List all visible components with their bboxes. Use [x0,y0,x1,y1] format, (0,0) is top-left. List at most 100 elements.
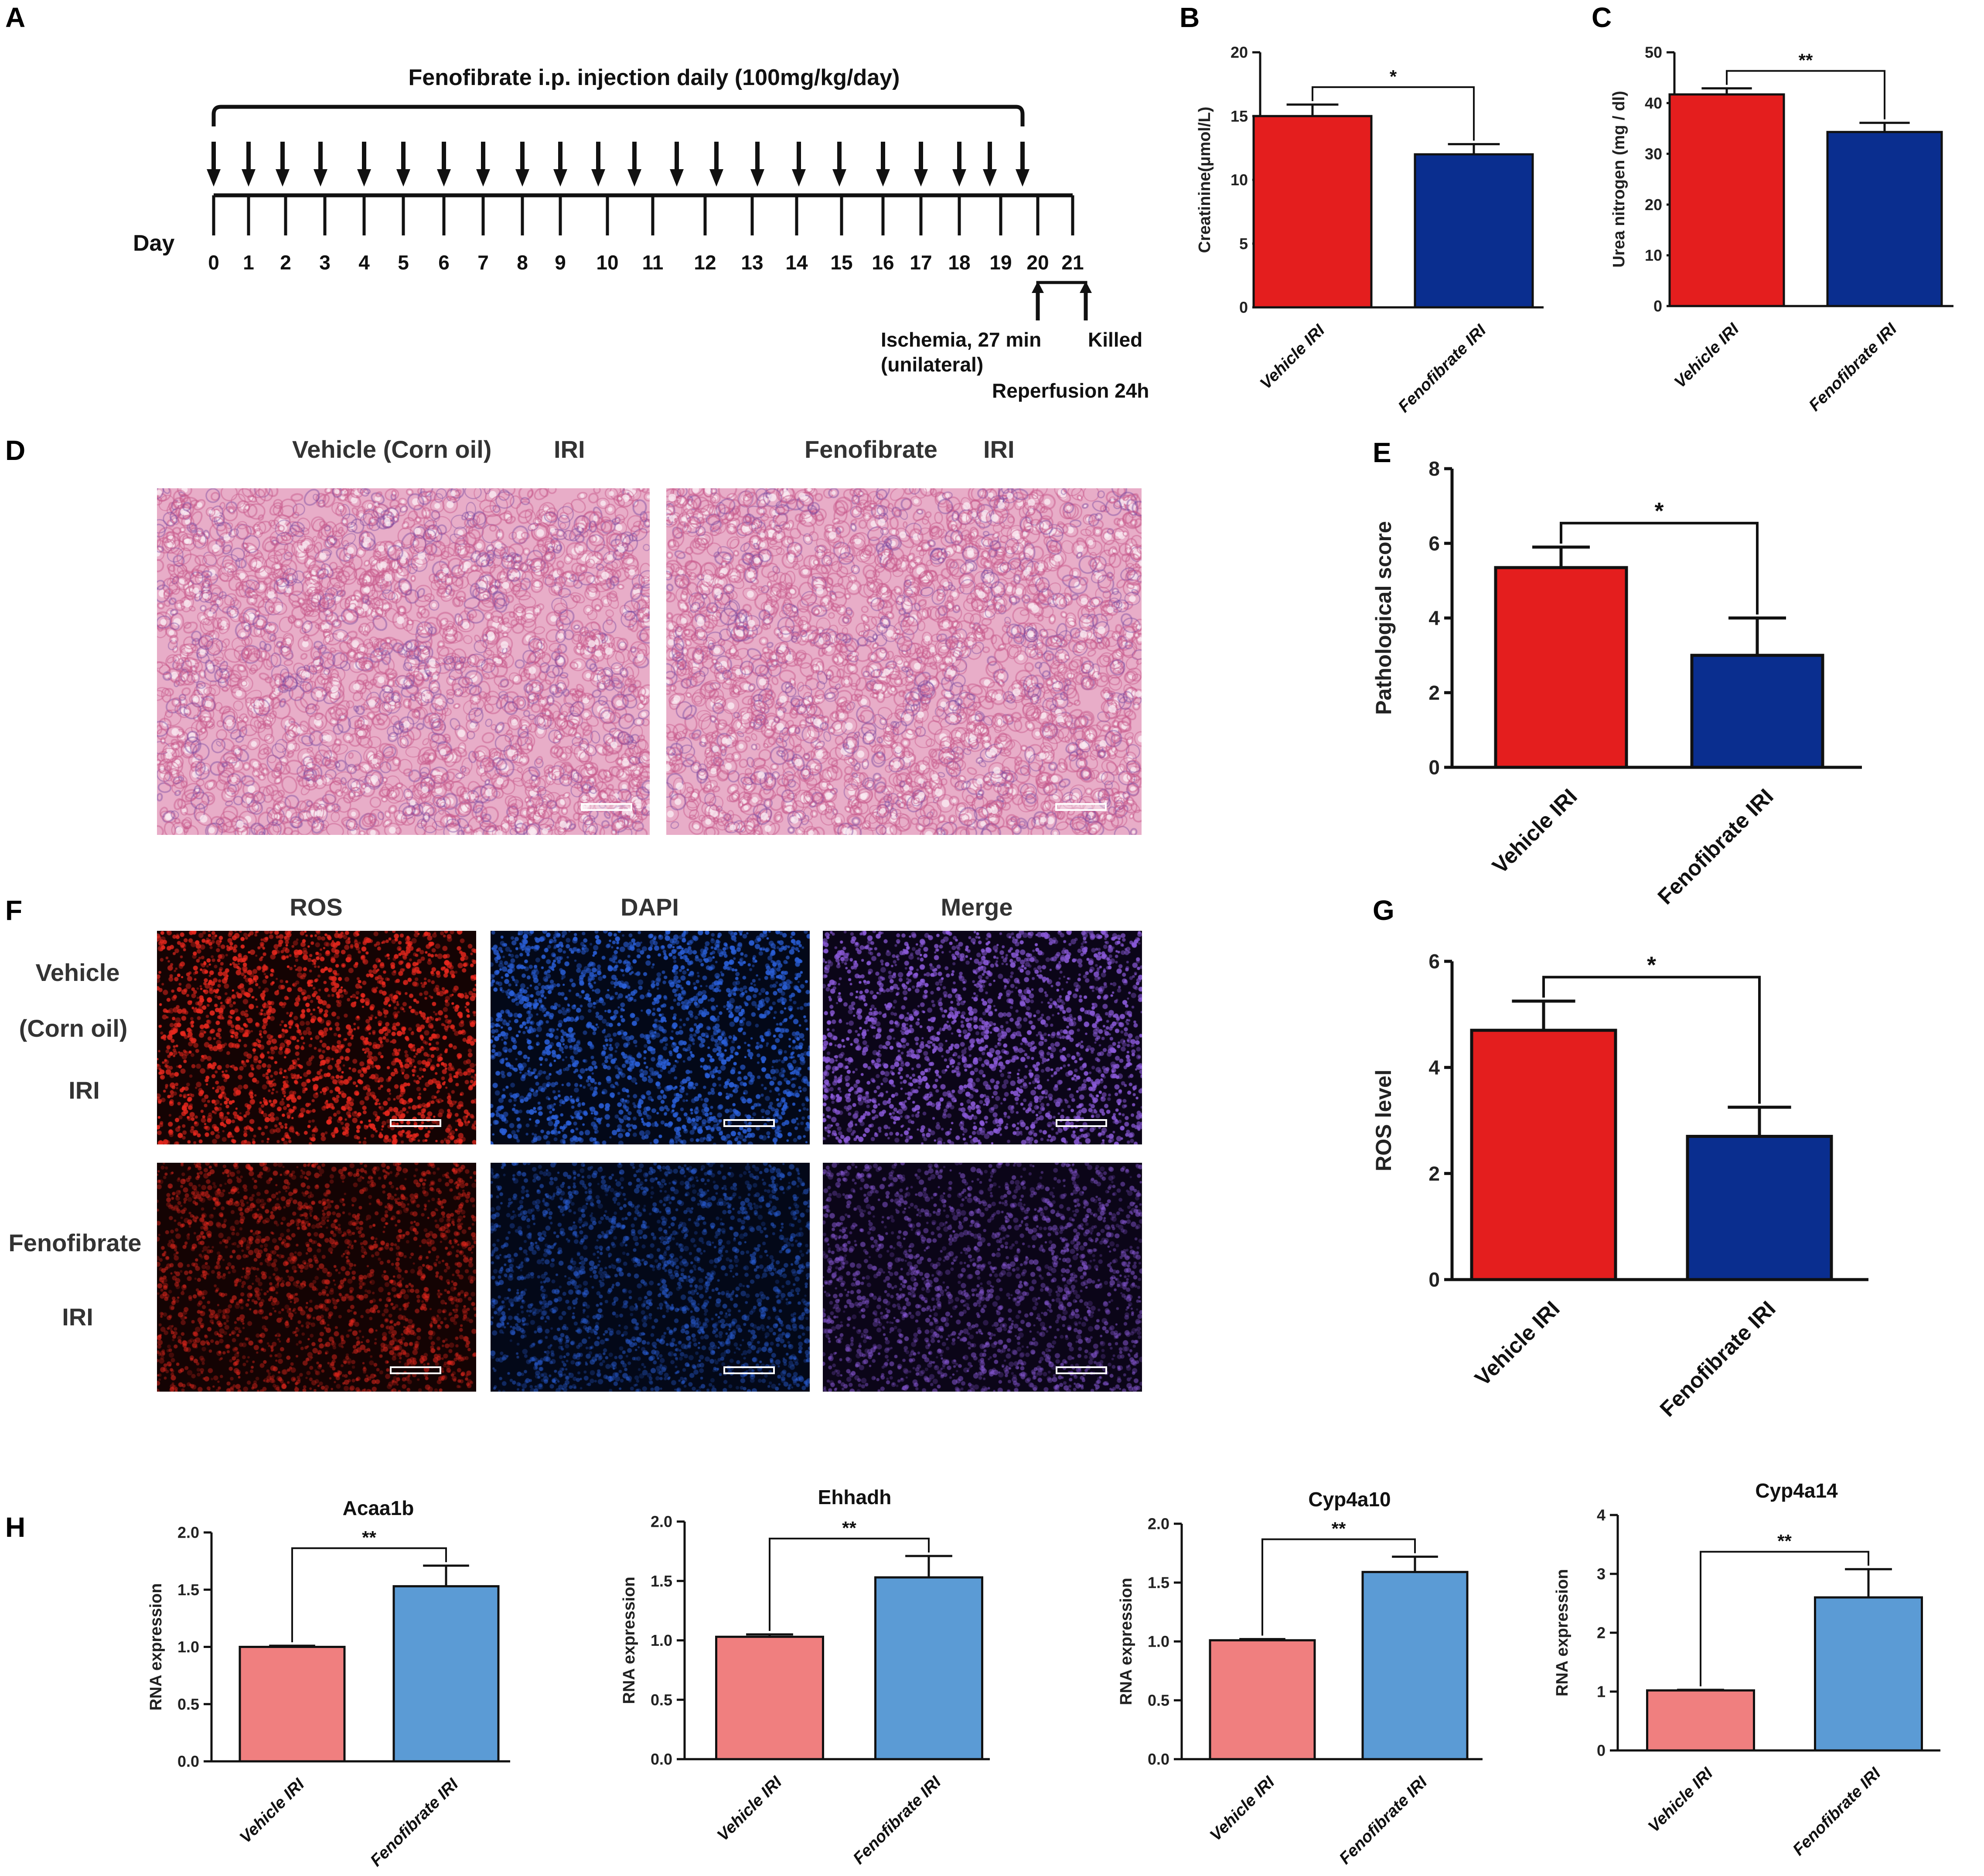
significance-bracket [1560,521,1759,615]
scale-bar [581,803,632,811]
injection-arrow-icon [396,142,410,187]
y-axis-label: RNA expression [147,1583,165,1710]
y-tick-label: 10 [1645,246,1662,264]
injection-arrow-icon [876,142,890,187]
he-fenofibrate-iri: IRI [983,436,1015,463]
y-tick-label: 0 [1653,297,1662,315]
bar-chart-h4: 0 1 2 3 4 RNA expression Cyp4a14 Vehicle IRI Fen… [1553,1479,1940,1859]
bar-fenofibrate [1690,654,1824,769]
day-number: 6 [438,251,450,274]
y-axis-label: RNA expression [1553,1569,1572,1696]
y-tick-label: 2 [1597,1624,1606,1642]
day-number: 2 [280,251,291,274]
injection-arrow-icon [750,142,764,187]
bar-fenofibrate [1814,1596,1923,1752]
bar-vehicle [1646,1689,1755,1752]
merge-image-fenofibrate [823,1163,1142,1392]
day-number: 3 [319,251,331,274]
y-tick-label: 1.5 [1148,1574,1169,1592]
row1-label-iri: IRI [68,1076,100,1104]
scale-bar [1056,1366,1107,1374]
injection-arrow-icon [207,142,221,187]
injection-arrow-icon [515,142,529,187]
significance-marker: ** [362,1527,376,1548]
bar-vehicle [1668,93,1785,307]
y-tick-label: 1.0 [1148,1633,1169,1651]
he-vehicle-title: Vehicle (Corn oil) [292,436,491,463]
panel-label-h: H [5,1512,25,1543]
y-tick-label: 2.0 [651,1513,672,1531]
category-label: Vehicle IRI [1470,1296,1564,1390]
bar-fenofibrate [1826,131,1943,307]
y-tick-label: 5 [1239,235,1248,252]
injection-arrow-icon [670,142,684,187]
injection-label: Fenofibrate i.p. injection daily (100mg/… [409,65,900,90]
significance-bracket [1312,86,1475,141]
category-label: Vehicle IRI [1671,320,1743,392]
y-tick-label: 20 [1645,196,1662,214]
day-number: 13 [741,251,763,274]
injection-bracket [211,105,1025,126]
killed-arrowhead-icon [1080,281,1092,293]
bar-vehicle [1470,1028,1617,1281]
day-numbers: 0 1 2 3 4 5 6 7 8 9 10 11 12 13 14 15 16 17 18 19 20 21 [208,251,1084,274]
injection-arrow-icon [476,142,490,187]
y-tick-label: 15 [1231,107,1248,125]
panel-label-f: F [5,895,22,926]
significance-marker: ** [1332,1519,1346,1539]
y-axis-label: Urea nitrogen (mg / dl) [1610,91,1628,267]
y-axis-label: RNA expression [620,1576,638,1704]
y-tick-label: 10 [1231,171,1248,189]
bar-fenofibrate [392,1585,500,1763]
col-ros-label: ROS [290,893,342,921]
day-number: 17 [910,251,932,274]
day-ticks [212,195,1074,235]
day-number: 21 [1061,251,1084,274]
day-number: 12 [694,251,716,274]
bar-chart-g: 0 2 4 6 ROS level Vehicle IRI Fenofibrate IRI * [1371,950,1868,1421]
y-tick-label: 1.0 [651,1631,672,1649]
injection-arrow-icon [983,142,997,187]
panel-label-b: B [1179,2,1200,33]
y-tick-label: 0.5 [177,1695,199,1713]
day-number: 15 [830,251,852,274]
injection-arrow-icon [832,142,846,187]
day-number: 8 [517,251,528,274]
bar-chart-h3: 0.0 0.5 1.0 1.5 2.0 RNA expression Cyp4a10 Vehi… [1117,1488,1483,1868]
y-tick-label: 0.0 [177,1753,199,1770]
injection-arrow-icon [914,142,928,187]
ros-image-fenofibrate [157,1163,476,1392]
category-label: Fenofibrate IRI [1790,1764,1885,1859]
bar-fenofibrate [1361,1571,1469,1760]
bar-fenofibrate [874,1576,983,1760]
day-number: 10 [596,251,618,274]
timeline-diagram: Fenofibrate i.p. injection daily (100mg/… [133,65,1149,402]
day-number: 7 [477,251,489,274]
injection-arrow-icon [709,142,723,187]
bar-chart-b: 0 5 10 15 20 Creatinine(μmol/L) Vehicle IRI Fen… [1196,44,1544,416]
significance-marker: * [1390,66,1397,87]
injection-arrow-icon [553,142,567,187]
bar-fenofibrate [1414,153,1534,309]
y-tick-label: 0 [1597,1742,1606,1760]
significance-marker: ** [1799,50,1813,71]
injection-arrow-icon [952,142,966,187]
y-tick-label: 6 [1428,950,1440,973]
he-image-vehicle [157,488,650,835]
chart-title: Acaa1b [343,1497,414,1519]
merge-image-vehicle [823,931,1142,1144]
significance-bracket [1542,976,1761,1104]
y-tick-label: 2.0 [177,1524,199,1542]
scale-bar [390,1119,441,1127]
chart-title: Cyp4a10 [1308,1488,1391,1511]
day-number: 11 [642,251,664,274]
unilateral-label: (unilateral) [881,353,983,376]
bar-vehicle [1209,1639,1316,1760]
panel-label-g: G [1373,895,1394,926]
y-tick-label: 0 [1428,756,1440,779]
day-number: 1 [243,251,254,274]
y-tick-label: 0.0 [1148,1750,1169,1768]
y-tick-label: 0 [1239,299,1248,317]
y-tick-label: 4 [1428,607,1440,630]
